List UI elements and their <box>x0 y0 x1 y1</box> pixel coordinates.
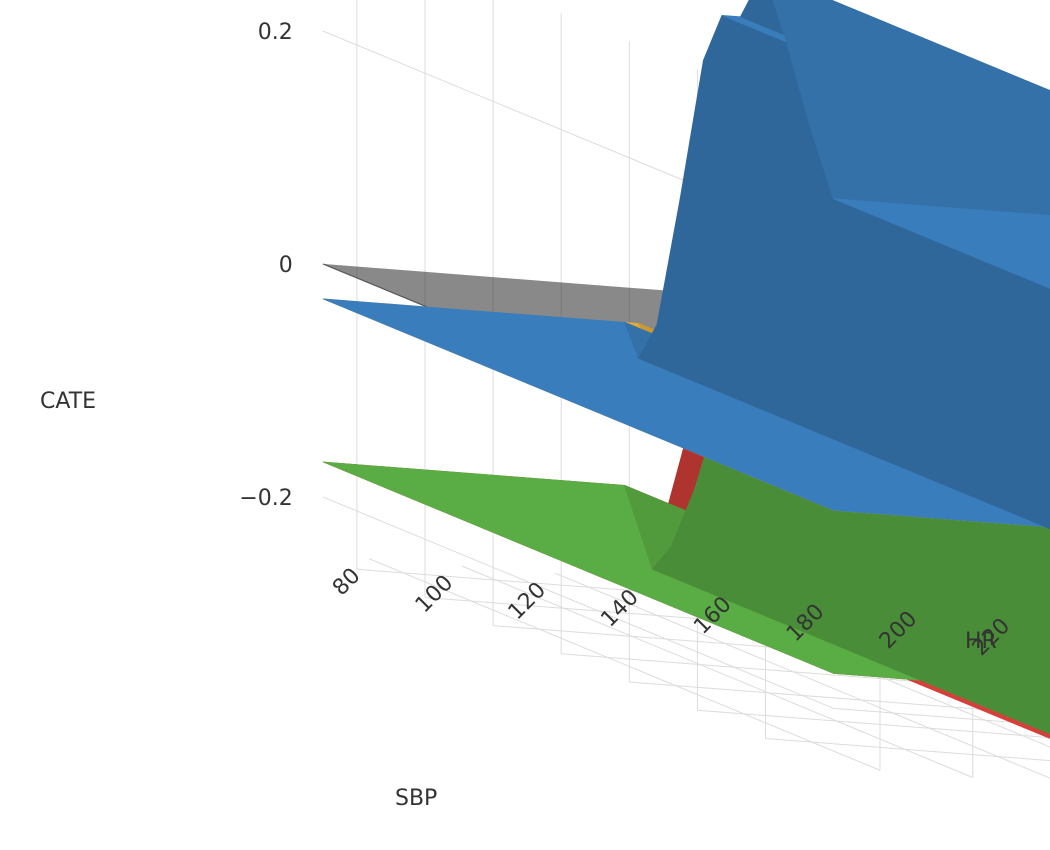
surface-strip <box>322 298 1050 528</box>
floor-gridline-sbp <box>554 572 1050 779</box>
surface-strip <box>637 324 1050 530</box>
z-tick-label: 0.2 <box>258 20 293 45</box>
floor-gridline-hr <box>697 709 1050 739</box>
z-axis-title: CATE <box>40 389 96 414</box>
x-tick-label: 80 <box>328 563 365 600</box>
z-tick-label: −0.2 <box>239 486 292 511</box>
x-axis-title: SBP <box>395 786 437 811</box>
surfaces <box>322 0 1050 739</box>
surface-strip <box>772 0 1050 153</box>
x-tick-label: 120 <box>504 578 551 625</box>
y-axis-title: HR <box>965 629 997 654</box>
surface-strip <box>786 43 1050 227</box>
surface-strip <box>670 490 1050 705</box>
surface-4 <box>322 0 1050 530</box>
floor-gridline-sbp <box>461 565 973 778</box>
z-tick-label: 0 <box>279 253 293 278</box>
x-tick-label: 100 <box>411 571 458 618</box>
floor-gridline-sbp <box>369 558 881 771</box>
cate-gridline <box>322 496 1050 726</box>
surface-strip <box>833 198 1050 289</box>
surface-strip <box>656 197 1050 488</box>
floor-gridline-hr <box>765 738 1050 762</box>
surface-strip <box>651 546 1050 735</box>
